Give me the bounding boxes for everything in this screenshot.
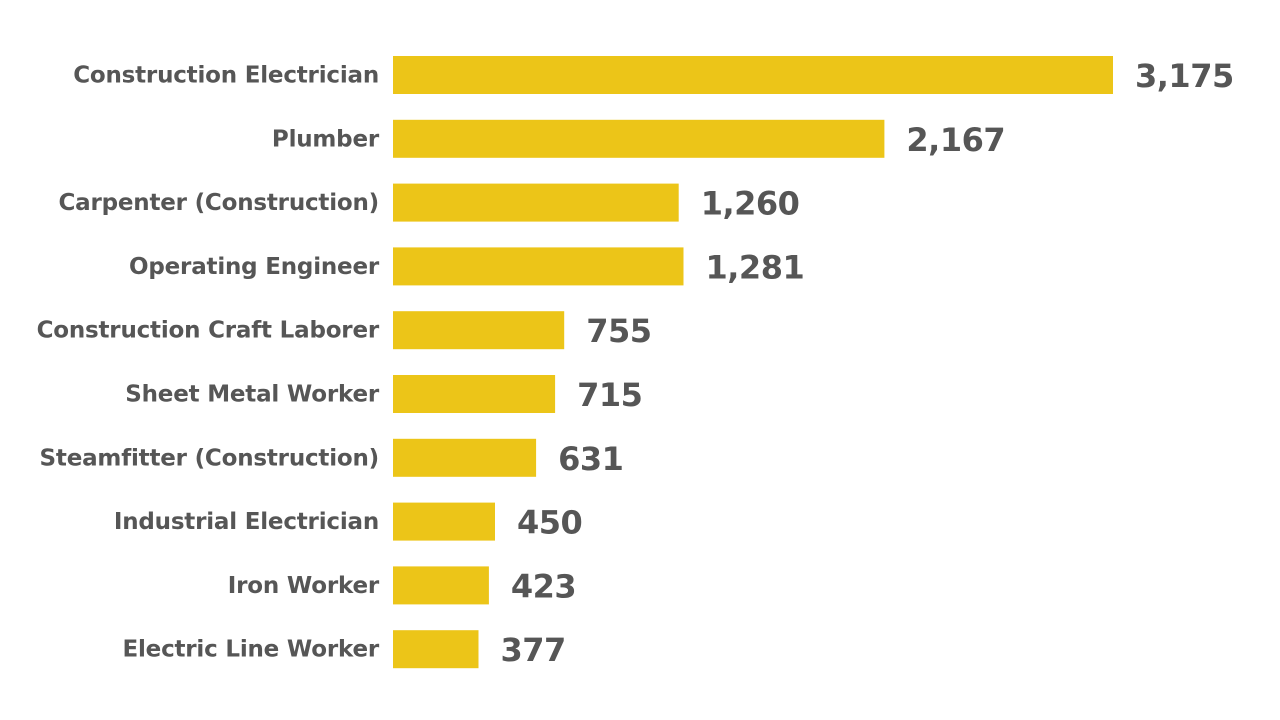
category-label-6: Steamfitter (Construction)	[40, 445, 379, 471]
value-label-0: 3,175	[1135, 57, 1234, 95]
bar-3	[393, 247, 684, 286]
value-label-6: 631	[558, 440, 623, 478]
category-label-1: Plumber	[272, 126, 380, 152]
value-label-7: 450	[517, 504, 582, 542]
category-label-7: Industrial Electrician	[114, 509, 379, 535]
value-label-3: 1,281	[706, 248, 805, 286]
value-label-5: 715	[577, 376, 642, 414]
category-label-5: Sheet Metal Worker	[125, 382, 380, 408]
category-label-3: Operating Engineer	[129, 254, 380, 280]
bar-2	[393, 183, 679, 222]
value-label-8: 423	[511, 567, 576, 605]
category-label-2: Carpenter (Construction)	[59, 190, 380, 216]
category-label-4: Construction Craft Laborer	[37, 318, 380, 344]
value-label-9: 377	[501, 631, 566, 669]
value-label-2: 1,260	[701, 185, 800, 223]
bars-group	[393, 56, 1113, 669]
bar-9	[393, 630, 479, 669]
value-labels-group: 3,175 2,167 1,260 1,281 755 715 631 450 423 377	[501, 57, 1235, 669]
category-label-8: Iron Worker	[228, 573, 380, 599]
bar-0	[393, 56, 1113, 94]
category-label-0: Construction Electrician	[73, 63, 379, 89]
bar-7	[393, 502, 495, 541]
bar-1	[393, 119, 885, 158]
value-label-1: 2,167	[906, 121, 1005, 159]
bar-5	[393, 375, 556, 413]
bar-4	[393, 311, 565, 350]
bar-6	[393, 438, 537, 477]
bar-8	[393, 566, 489, 605]
category-label-9: Electric Line Worker	[122, 637, 379, 663]
value-label-4: 755	[586, 312, 651, 350]
category-labels-group: Construction Electrician Plumber Carpenter…	[37, 63, 380, 663]
